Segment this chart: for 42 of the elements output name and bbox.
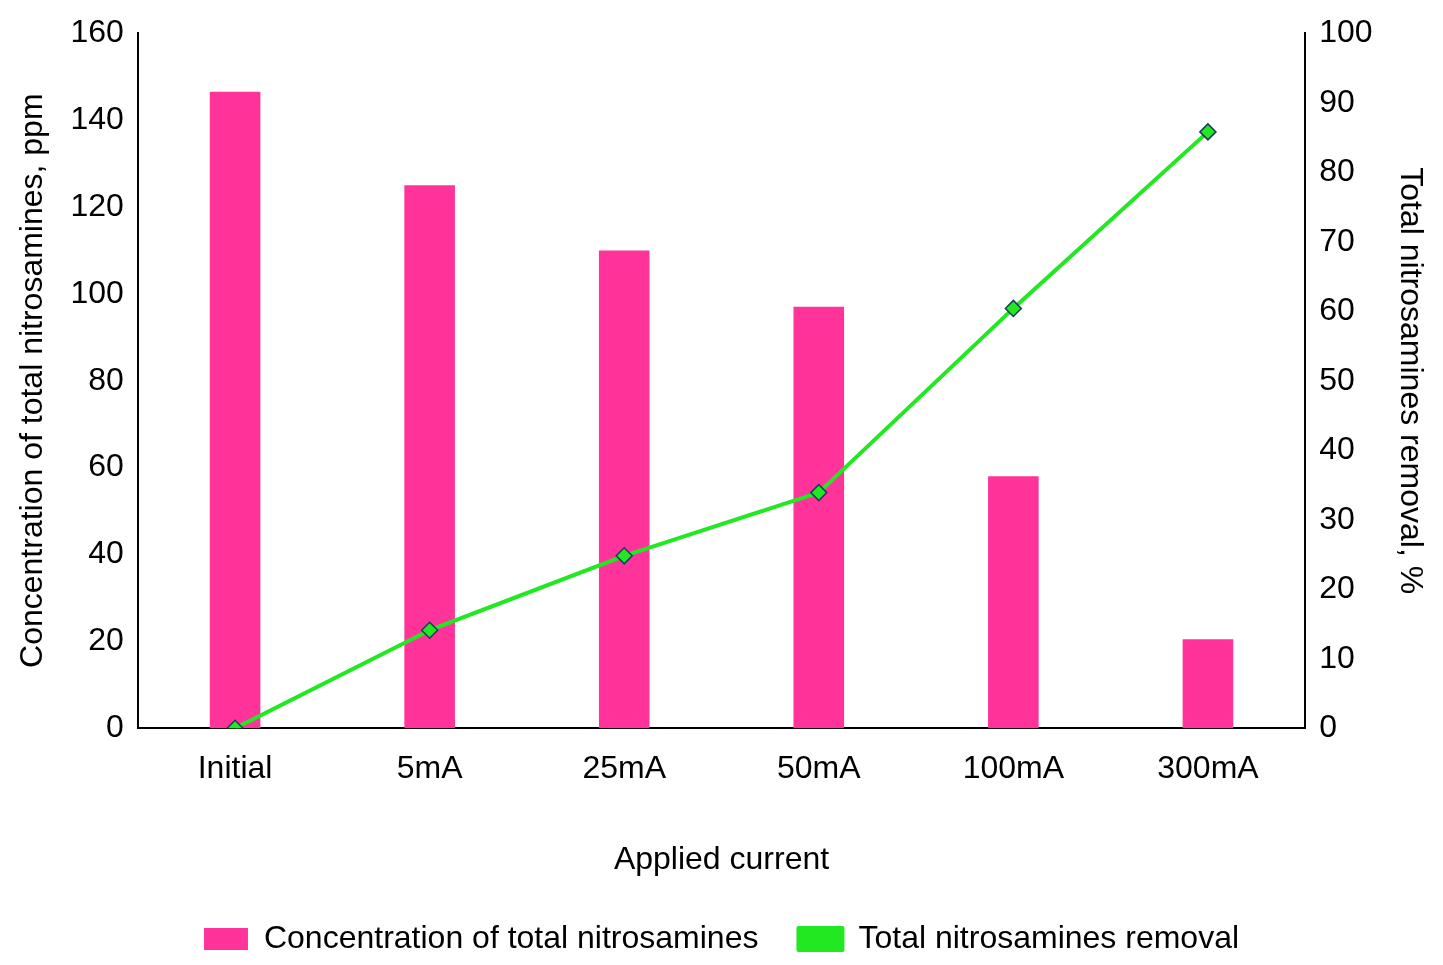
x-tick-label: 300mA bbox=[1157, 749, 1260, 786]
point bbox=[1004, 299, 1023, 318]
y2-tick-label: 0 bbox=[1319, 708, 1338, 745]
y-axis-title: Concentration of total nitrosamines, ppm bbox=[13, 93, 50, 668]
point bbox=[420, 621, 439, 639]
y-tick-label: 0 bbox=[105, 708, 124, 745]
y2-tick-label: 30 bbox=[1319, 499, 1355, 536]
x-tick-label: 100mA bbox=[962, 749, 1065, 786]
point bbox=[810, 483, 828, 502]
legend-label: Concentration of total nitrosamines bbox=[263, 918, 759, 955]
y-tick-label: 60 bbox=[88, 447, 124, 484]
y2-tick-label: 70 bbox=[1319, 221, 1355, 258]
y2-tick-label: 60 bbox=[1319, 291, 1355, 328]
bar bbox=[793, 306, 845, 729]
legend-label: Total nitrosamines removal bbox=[858, 918, 1240, 955]
bar bbox=[1182, 639, 1234, 729]
y-tick-label: 80 bbox=[88, 360, 124, 397]
y-tick-label: 40 bbox=[88, 534, 124, 571]
x-axis-title: Applied current bbox=[613, 839, 830, 876]
x-tick-label: 50mA bbox=[776, 749, 862, 786]
x-tick-label: 25mA bbox=[582, 749, 667, 786]
bar bbox=[988, 476, 1039, 729]
y-tick-label: 20 bbox=[88, 621, 124, 658]
bar bbox=[209, 91, 261, 729]
y2-tick-label: 40 bbox=[1319, 430, 1355, 467]
y2-tick-label: 80 bbox=[1319, 152, 1355, 189]
y-tick-label: 160 bbox=[70, 13, 124, 50]
y-tick-label: 100 bbox=[70, 273, 124, 310]
bar bbox=[598, 250, 650, 729]
y-tick-label: 120 bbox=[70, 186, 124, 223]
y2-tick-label: 100 bbox=[1319, 13, 1373, 50]
y2-tick-label: 20 bbox=[1319, 569, 1355, 606]
y2-tick-label: 10 bbox=[1319, 638, 1355, 675]
x-tick-label: Initial bbox=[197, 749, 273, 786]
x-tick-label: 5mA bbox=[396, 749, 464, 786]
y2-axis-title: Total nitrosamines removal, % bbox=[1393, 167, 1430, 595]
y2-tick-label: 50 bbox=[1319, 360, 1355, 397]
y-tick-label: 140 bbox=[70, 99, 124, 136]
bar bbox=[404, 185, 455, 729]
y2-tick-label: 90 bbox=[1319, 82, 1355, 119]
point bbox=[615, 547, 633, 565]
point bbox=[1199, 123, 1217, 141]
